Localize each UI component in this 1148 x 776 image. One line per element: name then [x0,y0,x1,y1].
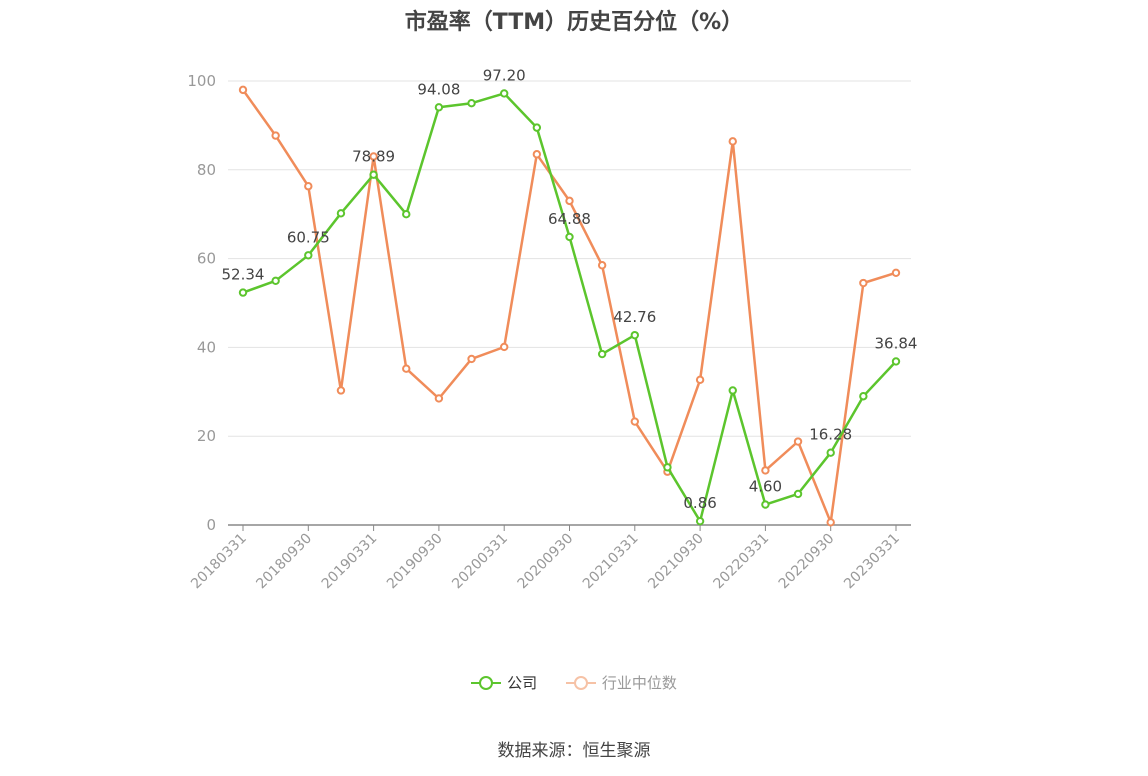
data-labels: 52.34 60.75 78.89 94.08 97.20 64.88 42.76 0.86 4… [222,66,918,512]
data-label: 64.88 [548,210,591,228]
data-point-industry[interactable] [695,375,705,385]
data-point-industry[interactable] [271,131,280,140]
line-chart: 0 20 40 60 80 100 20180331 20180930 20190331 201… [187,66,918,593]
x-tick-label: 20180930 [253,531,315,593]
x-tick-label: 20200331 [449,531,511,593]
data-point-industry[interactable] [500,342,509,352]
data-point-company[interactable] [238,288,248,297]
data-point-industry[interactable] [336,386,346,395]
data-label: 16.28 [809,426,852,444]
data-point-industry[interactable] [859,278,868,288]
x-axis: 20180331 20180930 20190331 20190930 20200331… [188,524,911,593]
data-point-industry[interactable] [304,182,313,191]
data-point-industry[interactable] [467,354,476,364]
data-point-company[interactable] [467,99,476,108]
data-point-industry[interactable] [826,518,835,527]
data-point-industry[interactable] [891,268,901,278]
data-point-company[interactable] [695,516,705,526]
series-line-company [242,92,897,523]
grid-lines [228,80,911,437]
data-point-industry[interactable] [761,466,770,475]
legend-item-company[interactable]: 公司 [471,672,537,693]
y-axis: 0 20 40 60 80 100 [187,72,216,534]
data-label: 94.08 [417,80,460,98]
data-point-industry[interactable] [630,417,639,426]
legend-item-industry[interactable]: 行业中位数 [565,672,677,693]
data-point-company[interactable] [826,448,835,457]
y-tick-label: 80 [197,161,216,179]
data-point-company[interactable] [532,123,542,132]
x-tick-label: 20190331 [319,531,381,593]
x-tick-label: 20230331 [841,531,903,593]
data-label: 78.89 [352,148,395,166]
data-point-industry[interactable] [793,437,803,446]
x-tick-label: 20220331 [711,531,773,593]
data-label: 60.75 [287,228,330,246]
data-point-industry[interactable] [728,137,737,146]
data-label: 42.76 [613,308,656,326]
data-point-industry[interactable] [532,150,542,159]
data-point-company[interactable] [761,500,770,509]
data-point-company[interactable] [500,89,509,98]
data-point-industry[interactable] [434,394,444,403]
data-point-company[interactable] [663,463,672,472]
x-tick-label: 20210331 [580,531,642,593]
data-point-industry[interactable] [238,85,248,95]
data-point-company[interactable] [728,386,737,395]
y-tick-label: 0 [206,516,216,534]
data-point-company[interactable] [402,210,411,219]
data-point-company[interactable] [891,357,901,366]
y-tick-label: 60 [197,250,216,268]
data-point-company[interactable] [336,209,346,218]
data-point-industry[interactable] [402,364,411,373]
data-source: 数据来源：恒生聚源 [497,741,651,761]
data-label: 0.86 [683,494,716,512]
series-line-industry [241,89,897,524]
data-point-industry[interactable] [597,261,607,270]
data-point-company[interactable] [565,232,574,242]
x-tick-label: 20190930 [384,531,446,593]
x-tick-label: 20200930 [515,531,577,593]
data-label: 97.20 [483,66,526,84]
data-point-company[interactable] [630,330,639,340]
data-point-company[interactable] [271,276,280,285]
data-point-company[interactable] [304,251,313,260]
x-tick-label: 20220930 [776,531,838,593]
data-point-company[interactable] [369,170,378,179]
y-tick-label: 20 [197,427,216,445]
data-point-company[interactable] [859,392,868,401]
legend: 公司 行业中位数 [0,672,1148,695]
data-point-company[interactable] [793,489,803,499]
y-tick-label: 40 [197,338,216,356]
series-layer [238,85,901,527]
data-label: 4.60 [749,478,782,496]
data-label: 36.84 [875,334,918,352]
legend-label-company: 公司 [507,674,538,692]
data-point-industry[interactable] [369,152,378,161]
data-point-industry[interactable] [565,196,574,206]
legend-label-industry: 行业中位数 [601,674,677,692]
x-tick-label: 20180331 [188,531,250,593]
y-tick-label: 100 [187,72,216,90]
data-point-company[interactable] [434,103,444,112]
data-label: 52.34 [222,266,265,284]
legend-marker-industry [565,675,596,690]
x-tick-label: 20210930 [645,531,707,593]
legend-marker-company [471,675,502,690]
chart-title: 市盈率（TTM）历史百分位（%） [404,10,744,35]
data-point-company[interactable] [597,349,607,359]
